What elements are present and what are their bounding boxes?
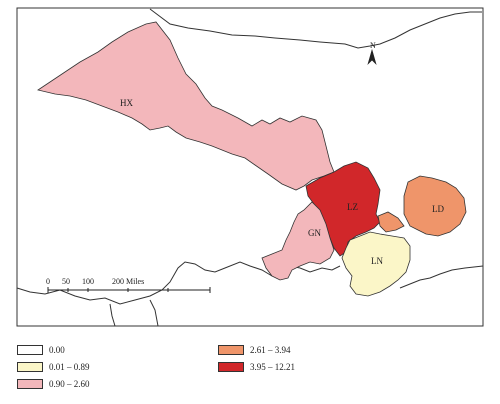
region-ln[interactable]: [341, 231, 411, 297]
scale-bar: 0 50 100 200 Miles: [46, 277, 211, 293]
southern-boundary-spur: [149, 299, 159, 327]
scale-tick-100: 100: [82, 277, 94, 286]
northern-boundary-line: [149, 8, 482, 49]
region-label-lz: LZ: [347, 202, 358, 212]
region-hx[interactable]: [37, 21, 335, 191]
svg-text:N: N: [370, 41, 376, 50]
southern-boundary-line-west: [16, 261, 301, 305]
scale-tick-0: 0: [46, 277, 50, 286]
southern-boundary-line-center: [299, 265, 341, 273]
scale-tick-50: 50: [62, 277, 70, 286]
region-ld-link[interactable]: [377, 211, 405, 233]
scale-tick-200-miles: 200 Miles: [112, 277, 144, 286]
region-label-hx: HX: [120, 98, 133, 108]
region-label-ld: LD: [432, 204, 444, 214]
region-ld[interactable]: [403, 175, 467, 237]
region-gn[interactable]: [261, 201, 335, 281]
north-arrow-icon: N: [367, 41, 377, 66]
southern-boundary-spur-2: [109, 303, 116, 327]
region-label-gn: GN: [308, 228, 321, 238]
region-label-ln: LN: [371, 256, 383, 266]
southern-boundary-line-east: [399, 265, 484, 289]
